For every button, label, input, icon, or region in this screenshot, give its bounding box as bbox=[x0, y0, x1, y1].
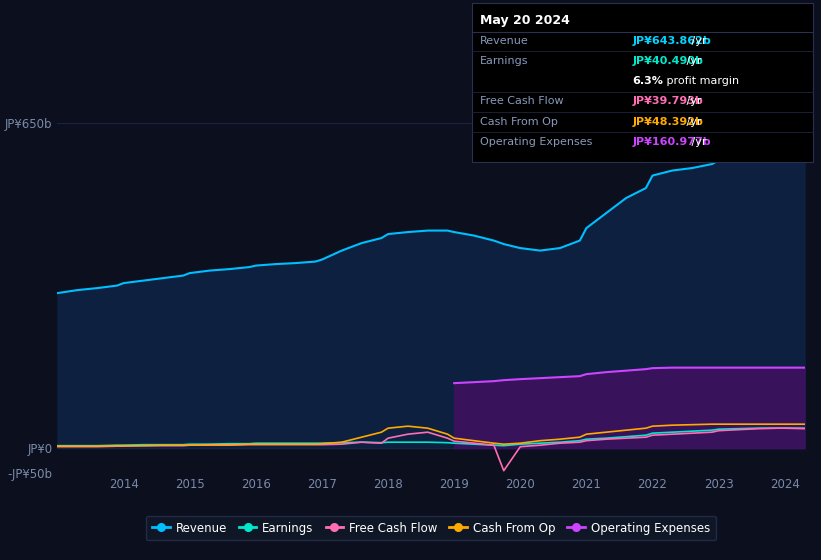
Text: /yr: /yr bbox=[683, 56, 702, 66]
Legend: Revenue, Earnings, Free Cash Flow, Cash From Op, Operating Expenses: Revenue, Earnings, Free Cash Flow, Cash … bbox=[146, 516, 716, 540]
Text: JP¥40.490b: JP¥40.490b bbox=[632, 56, 703, 66]
Text: JP¥160.977b: JP¥160.977b bbox=[632, 137, 711, 147]
Text: JP¥39.793b: JP¥39.793b bbox=[632, 96, 703, 106]
Text: /yr: /yr bbox=[688, 137, 707, 147]
Text: /yr: /yr bbox=[683, 96, 702, 106]
Text: profit margin: profit margin bbox=[663, 76, 740, 86]
Text: Cash From Op: Cash From Op bbox=[480, 116, 558, 127]
Text: Earnings: Earnings bbox=[480, 56, 529, 66]
Text: /yr: /yr bbox=[683, 116, 702, 127]
Text: 6.3%: 6.3% bbox=[632, 76, 663, 86]
Text: /yr: /yr bbox=[688, 36, 707, 46]
Text: Operating Expenses: Operating Expenses bbox=[480, 137, 593, 147]
Text: Revenue: Revenue bbox=[480, 36, 529, 46]
Text: JP¥48.392b: JP¥48.392b bbox=[632, 116, 703, 127]
Text: May 20 2024: May 20 2024 bbox=[480, 14, 570, 27]
Text: Free Cash Flow: Free Cash Flow bbox=[480, 96, 564, 106]
Text: JP¥643.862b: JP¥643.862b bbox=[632, 36, 711, 46]
